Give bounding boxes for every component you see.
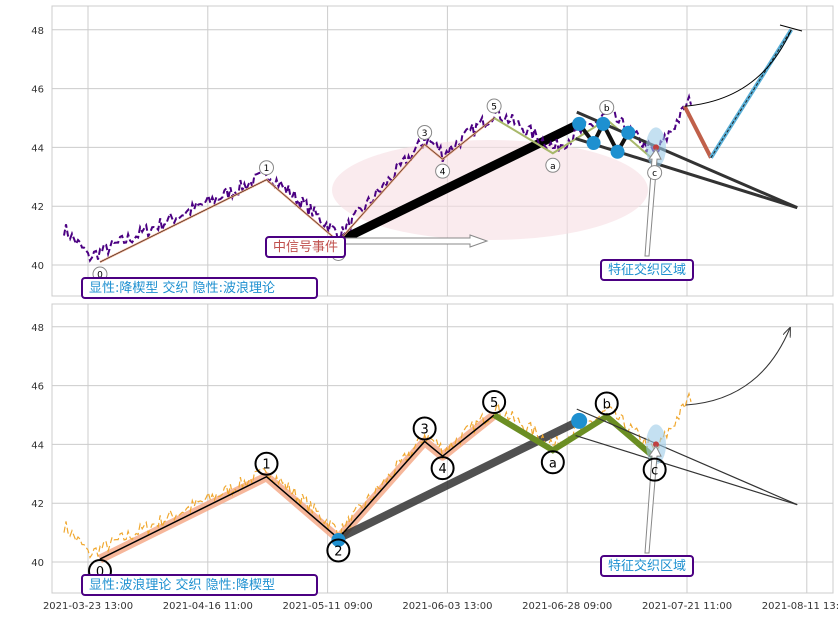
wave-label-5: 5 (491, 103, 497, 113)
target-bracket (779, 24, 803, 32)
zone-point (653, 144, 659, 151)
wave-label-circle (540, 450, 565, 475)
wave-label-circle (430, 456, 455, 481)
corrective-wave-line (492, 412, 657, 460)
y-tick-label: 48 (31, 323, 44, 334)
wave-label-0: 0 (96, 565, 104, 580)
wave-label-circle (417, 124, 433, 140)
wedge-point (621, 125, 636, 140)
y-tick-label: 46 (31, 382, 44, 393)
wave-label-circle (482, 390, 507, 414)
wave-label-circle (599, 99, 615, 115)
wedge-upper-line (576, 408, 798, 506)
pattern-tag: 显性:降楔型 交织 隐性:波浪理论 (89, 280, 275, 296)
zone-label-box (600, 259, 694, 281)
y-tick-label: 40 (31, 261, 44, 272)
wedge-point (572, 116, 587, 131)
signal-event-label: 中信号事件 (273, 240, 338, 255)
hollow-arrow-right (345, 234, 489, 248)
x-tick-label: 2021-06-03 13:00 (402, 601, 492, 612)
x-tick-label: 2021-06-28 09:00 (522, 601, 612, 612)
zone-label: 特征交织区域 (608, 558, 686, 574)
x-tick-label: 2021-08-11 13:00 (762, 601, 839, 612)
y-tick-label: 46 (31, 85, 44, 96)
zone-point (653, 441, 659, 448)
wave-label-4: 4 (440, 168, 446, 178)
price-series (63, 391, 692, 559)
x-tick-label: 2021-07-21 11:00 (642, 601, 732, 612)
wave-label-circle (412, 416, 437, 441)
signal-event-label-box (265, 236, 346, 258)
zone-label-box (600, 555, 694, 577)
wave-label-1: 1 (262, 458, 270, 473)
corrective-wave-line (493, 117, 656, 162)
zone-arrow (644, 445, 662, 554)
pattern-tag: 显性:波浪理论 交织 隐性:降楔型 (89, 577, 275, 593)
wave-label-c: c (652, 169, 657, 179)
wave-label-circle (545, 157, 561, 173)
plot-area (51, 303, 834, 594)
y-tick-label: 42 (31, 499, 44, 510)
wave-label-3: 3 (420, 422, 428, 437)
wave-label-b: b (604, 104, 610, 114)
projection-up-core (710, 29, 792, 158)
projection-arrow (685, 328, 790, 406)
wave-label-circle (486, 98, 502, 114)
wedge-upper-line (576, 110, 798, 210)
top-panel: 4042444648012345abc显性:降楔型 交织 隐性:波浪理论特征交织… (31, 5, 834, 299)
pattern-tag-box (81, 277, 318, 299)
wave-label-a: a (550, 162, 556, 172)
wave-label-circle (642, 457, 667, 482)
wave-label-circle (647, 165, 663, 181)
pattern-tag-box (81, 574, 318, 596)
wave-label-circle (435, 163, 451, 179)
y-tick-label: 44 (31, 440, 44, 451)
x-tick-label: 2021-03-23 13:00 (43, 601, 133, 612)
wedge-point (596, 116, 611, 131)
wave-label-circle (259, 160, 275, 176)
wave-label-circle (254, 451, 279, 476)
projection-down (682, 105, 713, 159)
wave-label-c: c (651, 464, 658, 479)
wave-label-2: 2 (334, 544, 342, 559)
feature-zone-ellipse (332, 140, 648, 240)
wedge-point (586, 135, 601, 150)
wave-label-b: b (603, 397, 611, 412)
trend-end-point (571, 412, 588, 429)
wave-label-4: 4 (438, 462, 446, 477)
wave-label-0: 0 (97, 271, 103, 281)
zone-label: 特征交织区域 (608, 262, 686, 278)
x-tick-label: 2021-05-11 09:00 (283, 601, 373, 612)
x-tick-label: 2021-04-16 11:00 (163, 601, 253, 612)
y-tick-label: 48 (31, 26, 44, 37)
y-tick-label: 44 (31, 143, 44, 154)
wave-label-a: a (549, 456, 557, 471)
projection-curve (684, 29, 792, 107)
impulse-wave-line (99, 414, 495, 560)
impulse-wave-core (99, 117, 495, 263)
wave-label-circle (326, 538, 351, 563)
wave-label-circle (594, 391, 619, 416)
y-tick-label: 40 (31, 558, 44, 569)
wave-label-3: 3 (422, 129, 428, 139)
price-series (63, 93, 692, 263)
wedge-point (610, 144, 625, 159)
wave-label-5: 5 (490, 396, 498, 411)
wedge-lower-line (575, 435, 798, 506)
wave-label-1: 1 (264, 164, 270, 174)
zone-arrow (644, 148, 662, 257)
y-tick-label: 42 (31, 202, 44, 213)
